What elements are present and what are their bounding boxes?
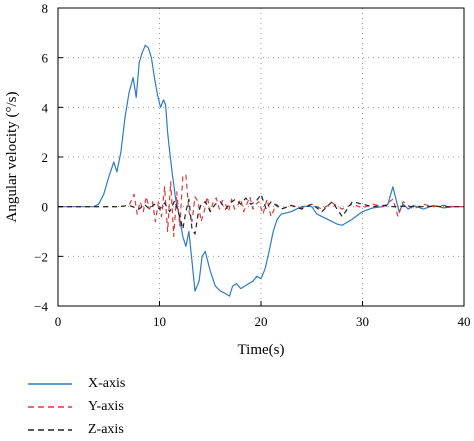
x-tick-label: 20	[255, 314, 268, 329]
legend-label-x-axis: X-axis	[88, 375, 126, 391]
grid-lines	[58, 8, 464, 306]
series-lines	[58, 44, 464, 297]
y-axis-title: Angular velocity (°/s)	[4, 92, 20, 223]
legend-swatch-x-axis	[28, 382, 72, 385]
legend: X-axis Y-axis Z-axis	[28, 372, 248, 441]
legend-item-x-axis: X-axis	[28, 372, 248, 395]
y-tick-label: −2	[34, 249, 48, 264]
legend-item-y-axis: Y-axis	[28, 395, 248, 418]
y-tick-label: −4	[34, 299, 48, 314]
x-tick-label: 0	[55, 314, 62, 329]
legend-label-z-axis: Z-axis	[88, 421, 124, 437]
angular-velocity-chart: 0 10 20 30 40 −4 −2 0 2 4 6 8 Time(s) Angular veloc…	[4, 1, 471, 358]
x-tick-label: 10	[153, 314, 166, 329]
x-tick-label: 40	[458, 314, 471, 329]
legend-label-y-axis: Y-axis	[88, 398, 124, 414]
y-tick-label: 6	[42, 51, 49, 66]
legend-swatch-z-axis	[28, 428, 72, 431]
y-tick-label: 4	[42, 100, 49, 115]
y-tick-label: 8	[42, 1, 49, 16]
series-line-y-axis	[58, 173, 464, 238]
legend-item-z-axis: Z-axis	[28, 418, 248, 441]
axis-ticks: 0 10 20 30 40 −4 −2 0 2 4 6 8	[34, 1, 470, 329]
y-tick-label: 2	[42, 150, 49, 165]
x-axis-title: Time(s)	[238, 342, 285, 358]
legend-swatch-y-axis	[28, 405, 72, 408]
series-line-z-axis	[58, 193, 464, 235]
series-line-x-axis	[58, 44, 464, 297]
x-tick-label: 30	[356, 314, 369, 329]
y-tick-label: 0	[42, 200, 49, 215]
